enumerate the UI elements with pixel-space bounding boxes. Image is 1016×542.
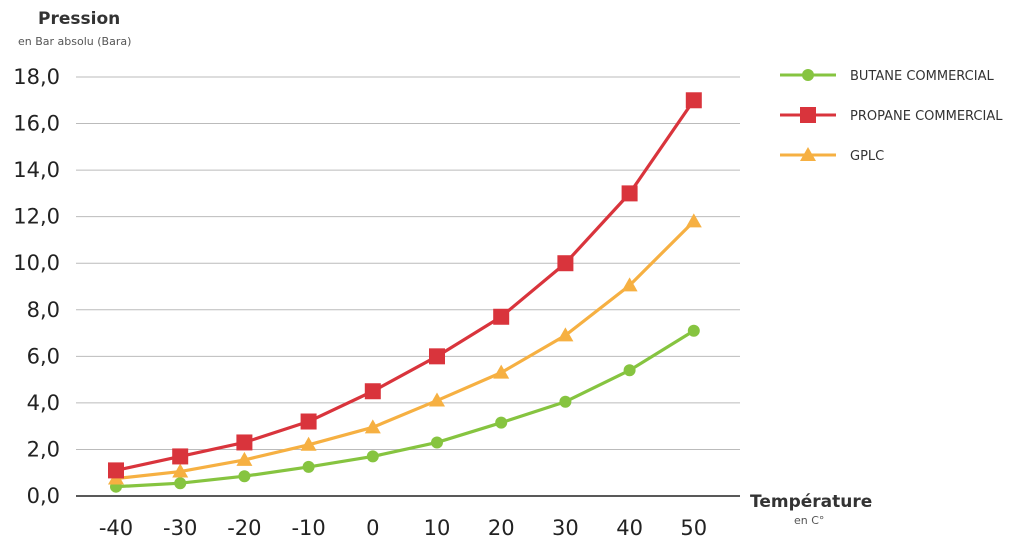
y-tick-label: 8,0 <box>27 298 60 322</box>
series-propane-commercial <box>108 92 702 479</box>
x-tick-label: -10 <box>291 516 325 540</box>
y-tick-label: 18,0 <box>13 65 60 89</box>
data-point <box>236 434 253 451</box>
y-tick-label: 6,0 <box>27 344 60 368</box>
x-tick-label: 50 <box>680 516 707 540</box>
legend-marker <box>800 147 816 161</box>
y-axis-subtitle: en Bar absolu (Bara) <box>18 35 131 48</box>
data-point <box>108 462 124 479</box>
data-point <box>621 185 638 202</box>
legend-marker <box>802 69 814 81</box>
y-tick-label: 0,0 <box>27 484 60 508</box>
data-point <box>557 255 574 272</box>
legend-item: BUTANE COMMERCIAL <box>780 69 994 84</box>
data-point <box>300 413 317 430</box>
data-point <box>429 392 445 407</box>
x-tick-label: 20 <box>488 516 515 540</box>
series-line <box>115 329 695 489</box>
legend-item: GPLC <box>780 147 884 164</box>
legend-label: PROPANE COMMERCIAL <box>850 109 1003 124</box>
data-point <box>431 436 443 449</box>
x-tick-label: -30 <box>163 516 197 540</box>
legend-label: BUTANE COMMERCIAL <box>850 69 994 84</box>
series-line <box>115 220 695 481</box>
x-axis-title: Température <box>750 492 872 512</box>
y-tick-label: 16,0 <box>13 112 60 136</box>
y-tick-label: 4,0 <box>27 391 60 415</box>
gridlines <box>76 76 740 497</box>
series-layer <box>108 92 702 493</box>
data-point <box>300 436 317 451</box>
x-axis-subtitle: en C° <box>794 514 824 527</box>
data-point <box>366 450 379 463</box>
series-gplc <box>108 213 702 485</box>
legend: BUTANE COMMERCIAL PROPANE COMMERCIAL GPLC <box>780 69 1003 164</box>
y-tick-label: 10,0 <box>13 251 60 275</box>
data-point <box>429 348 445 365</box>
data-point <box>236 451 253 466</box>
x-tick-label: 30 <box>552 516 579 540</box>
data-point <box>685 213 702 228</box>
data-point <box>621 277 638 292</box>
data-point <box>685 92 702 109</box>
data-point <box>172 448 189 465</box>
legend-label: GPLC <box>850 149 884 164</box>
x-axis-ticks: -40 -30 -20 -10 0 10 20 30 40 50 <box>99 516 707 540</box>
y-axis-title: Pression <box>38 9 120 29</box>
x-tick-label: 0 <box>366 516 379 540</box>
data-point <box>174 477 187 490</box>
data-point <box>364 419 381 434</box>
data-point <box>493 308 510 325</box>
data-point <box>623 364 636 377</box>
series-butane-commercial <box>110 324 700 493</box>
data-point <box>557 327 574 342</box>
legend-item: PROPANE COMMERCIAL <box>780 107 1003 124</box>
x-tick-label: -20 <box>227 516 261 540</box>
y-axis-ticks: 0,0 2,0 4,0 6,0 8,0 10,0 12,0 14,0 16,0 18,0 <box>13 65 60 508</box>
y-tick-label: 2,0 <box>27 437 60 461</box>
x-tick-label: 40 <box>616 516 643 540</box>
data-point <box>302 460 315 473</box>
legend-marker <box>800 107 816 123</box>
data-point <box>559 395 572 408</box>
series-line <box>115 99 696 472</box>
x-tick-label: 10 <box>424 516 451 540</box>
data-point <box>238 470 251 483</box>
data-point <box>687 324 700 337</box>
y-tick-label: 14,0 <box>13 158 60 182</box>
data-point <box>493 364 510 379</box>
data-point <box>172 463 189 478</box>
data-point <box>364 383 381 400</box>
y-tick-label: 12,0 <box>13 205 60 229</box>
data-point <box>495 416 508 429</box>
x-tick-label: -40 <box>99 516 133 540</box>
